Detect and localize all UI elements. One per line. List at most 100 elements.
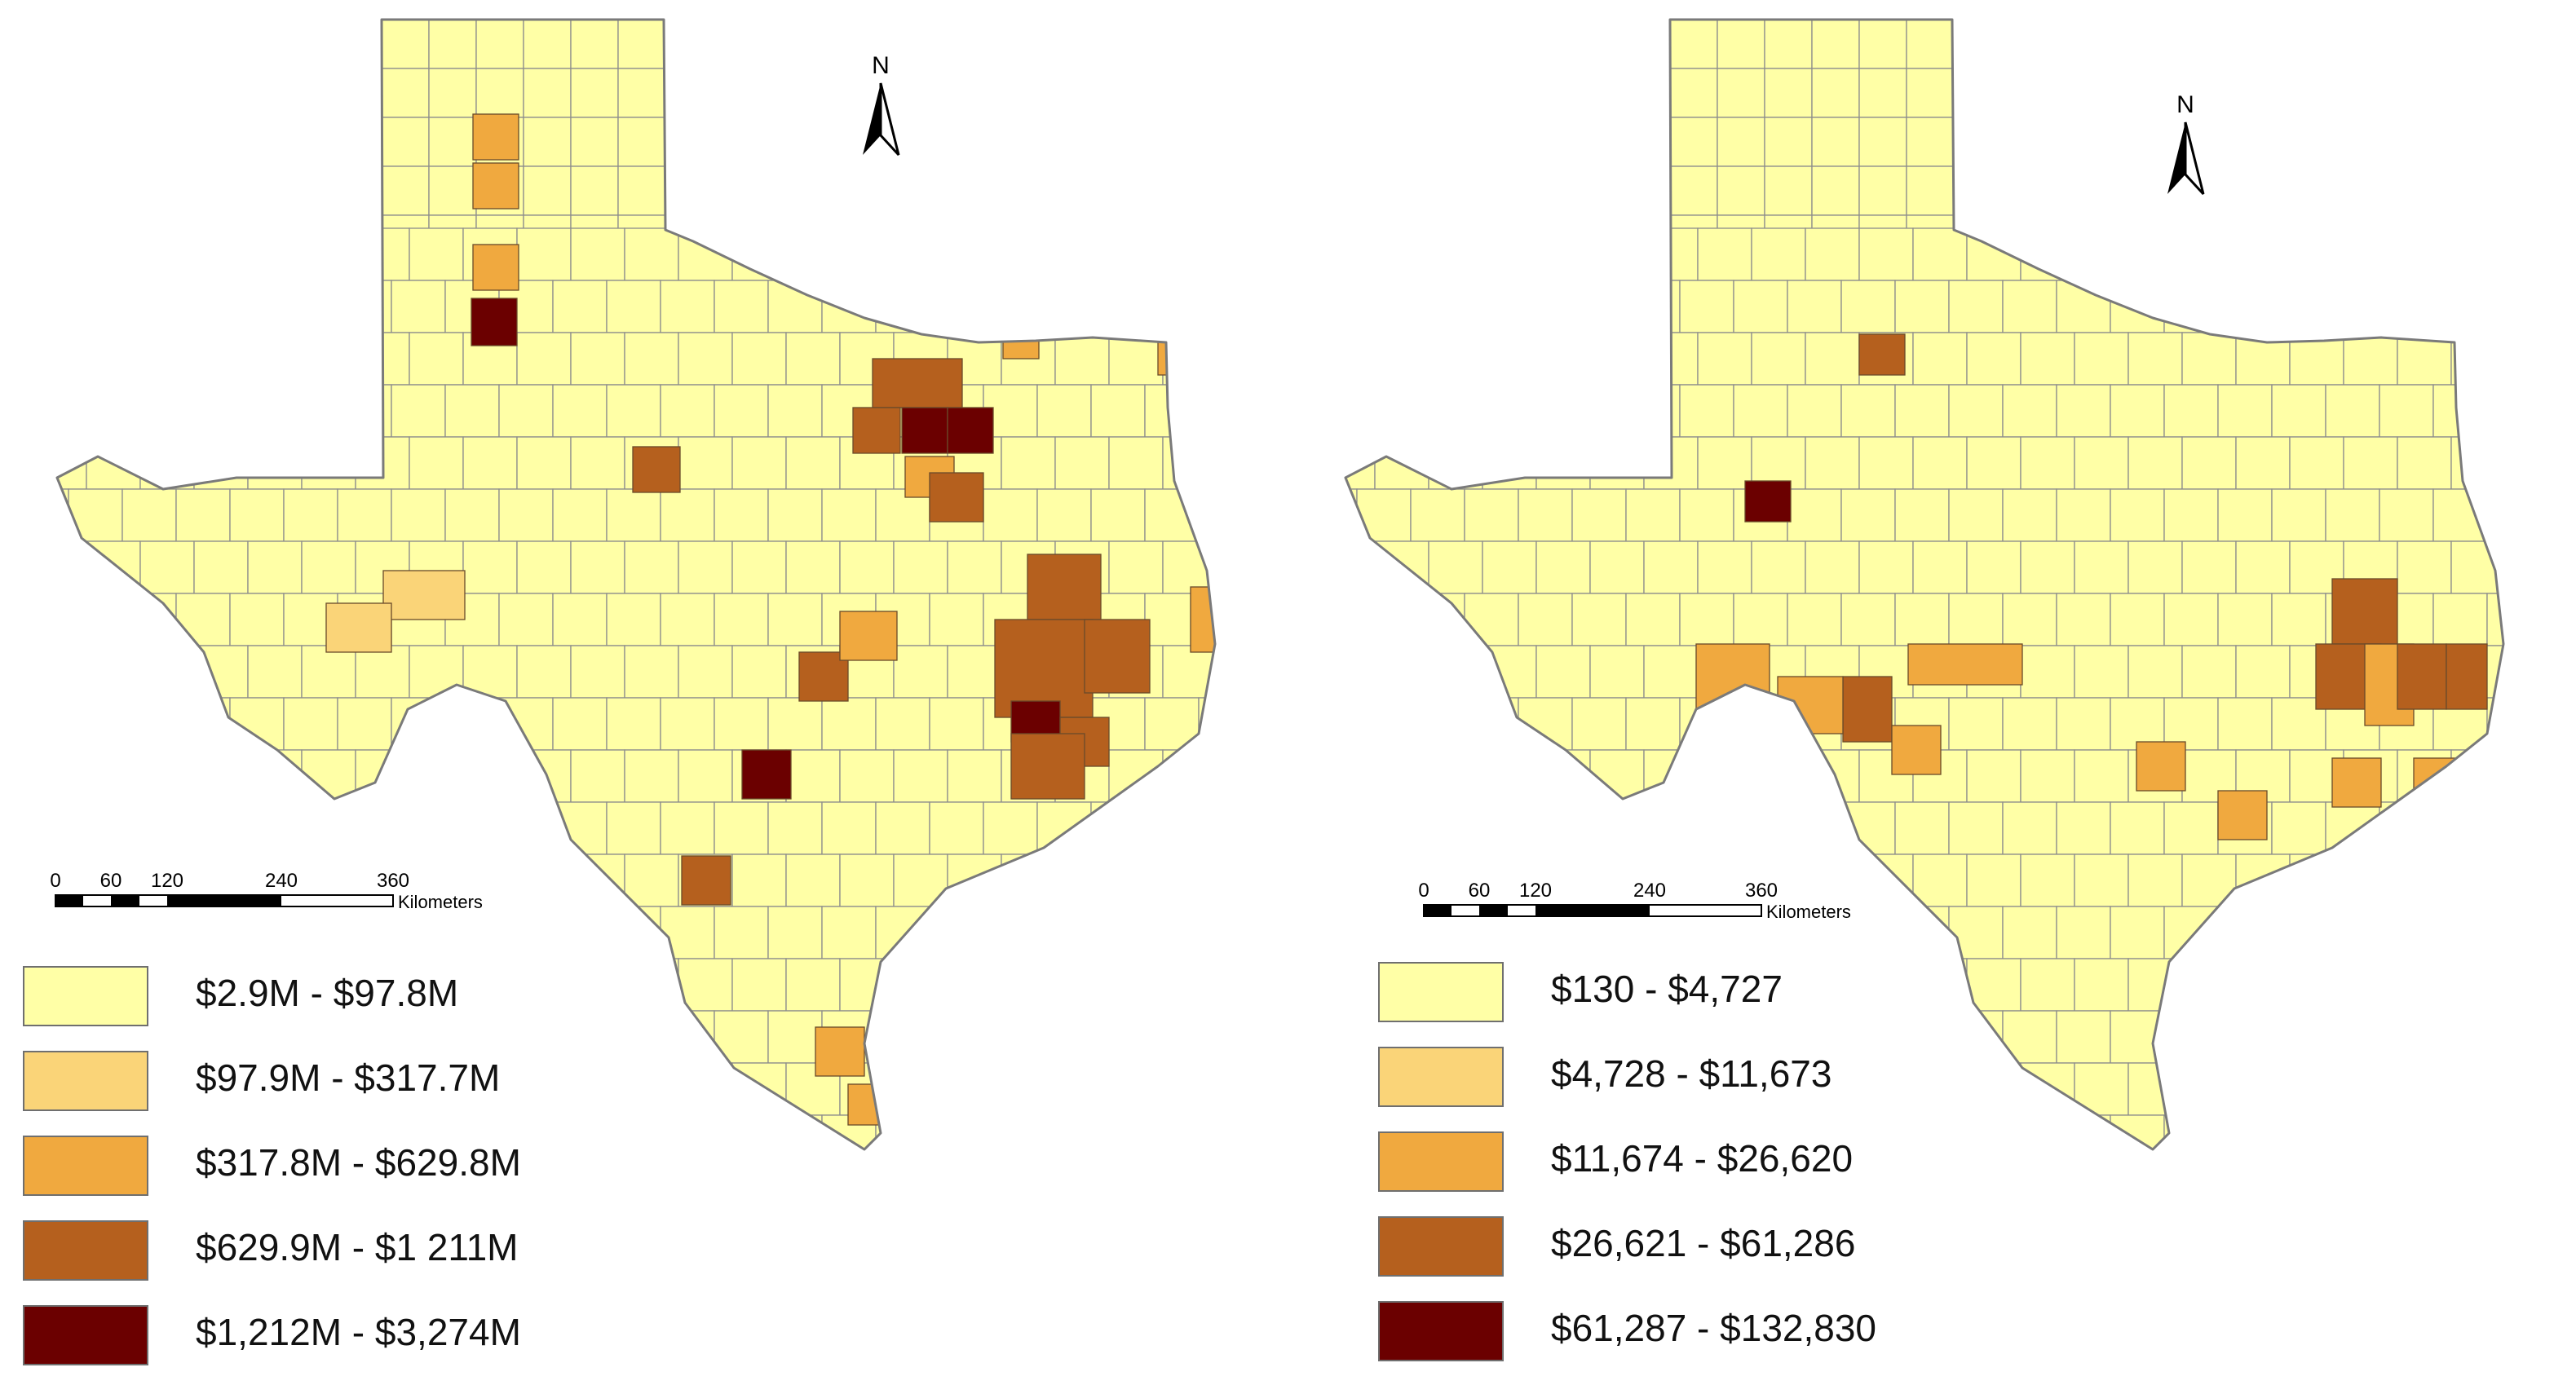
county [2110, 384, 2165, 438]
county [1787, 384, 1842, 438]
county [2217, 593, 2273, 646]
county [1162, 227, 1215, 281]
county [2128, 853, 2183, 907]
county [1345, 227, 1376, 281]
county [2325, 280, 2380, 333]
county [2002, 1114, 2057, 1149]
county [2181, 227, 2237, 281]
county [409, 645, 464, 699]
county [1518, 488, 1573, 542]
county [785, 227, 841, 281]
county [428, 20, 477, 69]
county [2397, 958, 2452, 1012]
county [301, 332, 356, 386]
county [1535, 749, 1591, 803]
legend-label: $629.9M - $1 211M [196, 1226, 519, 1268]
county [1571, 593, 1627, 646]
county [617, 117, 666, 167]
county [893, 749, 948, 803]
county [2020, 436, 2075, 490]
county [2074, 958, 2129, 1012]
county [2002, 1010, 2057, 1064]
county [498, 488, 554, 542]
highlighted-county [1084, 619, 1151, 694]
highlighted-county [872, 358, 963, 408]
county [947, 958, 1002, 1012]
county [767, 488, 823, 542]
county [665, 117, 714, 167]
county [1571, 801, 1627, 855]
county [1894, 488, 1950, 542]
highlighted-county [2217, 790, 2268, 840]
county [229, 801, 285, 855]
county [1464, 384, 1519, 438]
county [660, 1010, 715, 1064]
legend-label: $26,621 - $61,286 [1551, 1222, 1856, 1264]
county [391, 801, 446, 855]
county [1464, 697, 1519, 751]
county [1518, 384, 1573, 438]
legend-item: $629.9M - $1 211M [23, 1220, 643, 1287]
county [1090, 906, 1146, 959]
county [444, 801, 500, 855]
county [57, 593, 69, 646]
county [893, 958, 948, 1012]
county [1733, 384, 1788, 438]
county [785, 332, 841, 386]
county [122, 593, 177, 646]
county [2056, 384, 2111, 438]
county [68, 697, 123, 751]
county [283, 488, 338, 542]
county [2128, 227, 2183, 281]
legend-label: $61,287 - $132,830 [1551, 1307, 1877, 1349]
county [1198, 488, 1215, 542]
county [1054, 958, 1110, 1012]
county [624, 227, 679, 281]
county [86, 332, 141, 386]
scale-tick: 360 [377, 870, 409, 892]
county [893, 645, 948, 699]
highlighted-county [325, 602, 392, 653]
county [785, 436, 841, 490]
scale-tick: 120 [151, 870, 183, 892]
county [570, 165, 619, 216]
county [1535, 436, 1591, 490]
county [678, 436, 733, 490]
county [193, 645, 249, 699]
county [893, 540, 948, 594]
county [2235, 436, 2291, 490]
county [1858, 540, 1914, 594]
county [2002, 906, 2057, 959]
county [1198, 1010, 1215, 1064]
county [1464, 488, 1519, 542]
county [57, 645, 87, 699]
texas-map-right [1344, 18, 2559, 1151]
county [947, 853, 1002, 907]
county [2056, 593, 2111, 646]
county [1912, 227, 1968, 281]
county [1374, 749, 1429, 803]
county [337, 697, 392, 751]
north-label: N [872, 52, 890, 79]
county [57, 280, 69, 333]
county [2379, 1114, 2434, 1149]
county [2074, 645, 2129, 699]
county [2505, 646, 2559, 698]
county [875, 1010, 930, 1064]
legend-swatch [1378, 962, 1504, 1022]
county [2181, 540, 2237, 594]
county [193, 540, 249, 594]
county [1858, 436, 1914, 490]
county [2163, 801, 2219, 855]
county [462, 540, 518, 594]
county [57, 697, 69, 751]
county [2379, 801, 2434, 855]
county [821, 280, 877, 333]
county [665, 165, 714, 216]
highlighted-county [2380, 839, 2431, 889]
county [2181, 332, 2237, 386]
county [570, 227, 625, 281]
county [1428, 749, 1483, 803]
county [122, 801, 177, 855]
county [983, 280, 1038, 333]
